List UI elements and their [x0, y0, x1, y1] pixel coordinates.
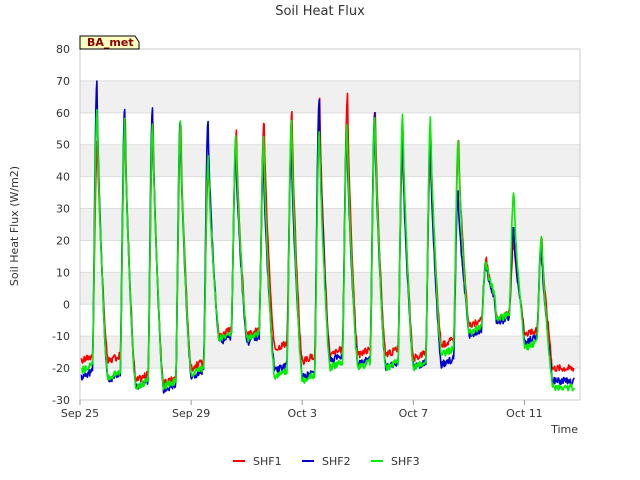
station-badge: BA_met — [79, 35, 140, 50]
y-tick-label: 60 — [56, 107, 70, 120]
plot-band — [80, 272, 580, 305]
x-axis-ticks: Sep 25 Sep 29 Oct 3 Oct 7 Oct 11 — [61, 400, 543, 420]
chart-title: Soil Heat Flux — [275, 4, 365, 19]
plot-band — [80, 208, 580, 241]
series-line-shf3 — [81, 108, 575, 392]
y-axis-ticks: -30 -20 -10 0 10 20 30 40 50 60 70 80 — [52, 43, 70, 407]
y-tick-label: -10 — [52, 330, 70, 343]
plot-band — [80, 144, 580, 177]
legend-label-shf2: SHF2 — [322, 455, 351, 468]
y-axis-title: Soil Heat Flux (W/m2) — [8, 166, 21, 286]
y-tick-label: 10 — [56, 266, 70, 279]
series-lines — [80, 80, 575, 394]
y-tick-label: -20 — [52, 362, 70, 375]
y-tick-label: 80 — [56, 43, 70, 56]
plot-area-border — [79, 48, 581, 401]
x-tick-label: Oct 3 — [287, 407, 317, 420]
x-tick-label: Sep 25 — [61, 407, 99, 420]
x-tick-label: Oct 7 — [399, 407, 429, 420]
y-tick-label: 70 — [56, 75, 70, 88]
y-tick-label: 0 — [63, 298, 70, 311]
plot-band — [80, 80, 580, 113]
x-tick-label: Oct 11 — [506, 407, 543, 420]
legend-label-shf1: SHF1 — [253, 455, 282, 468]
y-tick-label: -30 — [52, 394, 70, 407]
x-tick-label: Sep 29 — [172, 407, 210, 420]
x-axis-title: Time — [550, 423, 578, 436]
legend-label-shf3: SHF3 — [391, 455, 420, 468]
y-tick-label: 20 — [56, 234, 70, 247]
station-badge-shape — [79, 35, 140, 50]
plot-bands — [80, 80, 580, 369]
y-tick-label: 50 — [56, 139, 70, 152]
y-tick-label: 30 — [56, 203, 70, 216]
station-badge-label: BA_met — [87, 36, 134, 49]
legend: SHF1 SHF2 SHF3 — [233, 455, 420, 468]
y-tick-label: 40 — [56, 171, 70, 184]
